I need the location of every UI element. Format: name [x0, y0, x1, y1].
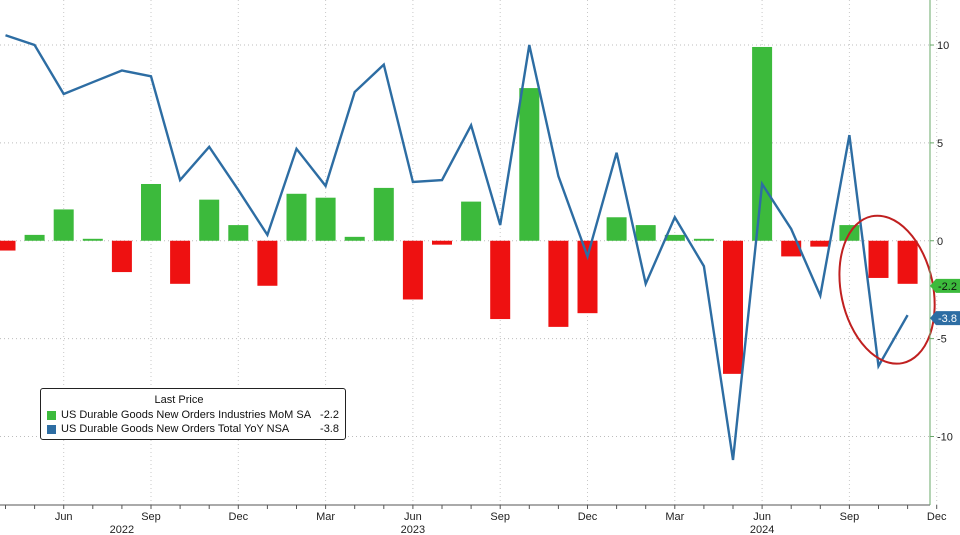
bar: [519, 88, 540, 241]
highlight-circle: [838, 214, 936, 365]
y-tick-label: -10: [937, 431, 953, 443]
legend-swatch-yoy: [47, 424, 56, 434]
legend-row-yoy: US Durable Goods New Orders Total YoY NS…: [47, 422, 339, 436]
bar: [257, 240, 278, 286]
legend-value-yoy: -3.8: [320, 423, 339, 435]
last-value-tag-mom: -2.2: [930, 278, 960, 293]
tag-label: -2.2: [938, 281, 957, 293]
bar: [344, 236, 365, 241]
bar: [141, 183, 161, 241]
tag-shape: [930, 278, 960, 293]
bar: [490, 240, 511, 320]
bar: [286, 193, 307, 241]
tag-label: -3.8: [938, 313, 957, 325]
x-tick-label: Dec: [578, 511, 598, 523]
bar: [111, 240, 132, 273]
legend-title: Last Price: [154, 394, 204, 406]
bar: [82, 238, 103, 241]
x-tick-label: Jun: [55, 511, 73, 523]
bar: [228, 225, 249, 241]
legend-name-mom: US Durable Goods New Orders Industries M…: [61, 409, 312, 421]
bar: [723, 240, 743, 374]
y-tick-label: 5: [937, 138, 943, 150]
bar: [897, 240, 918, 284]
bar: [0, 240, 16, 251]
y-tick-label: 10: [937, 40, 949, 52]
legend: Last Price US Durable Goods New Orders I…: [40, 388, 346, 440]
bar: [693, 238, 714, 241]
line-series-yoy: [5, 34, 909, 461]
bar: [606, 217, 627, 241]
bar: [664, 234, 685, 241]
y-tick-label: 0: [937, 236, 943, 248]
x-tick-label: Mar: [316, 511, 335, 523]
x-tick-label: Jun: [404, 511, 422, 523]
x-tick-label: Dec: [229, 511, 249, 523]
x-tick-label: Sep: [141, 511, 161, 523]
bar: [170, 240, 191, 284]
highlight-ellipse: [838, 214, 936, 365]
x-year-label: 2024: [750, 524, 774, 535]
last-value-tag-yoy: -3.8: [930, 311, 960, 326]
bar: [548, 240, 569, 327]
legend-name-yoy: US Durable Goods New Orders Total YoY NS…: [61, 423, 290, 435]
last-value-tags: -2.2 -3.8: [930, 278, 960, 326]
bar: [24, 234, 45, 241]
bar: [53, 209, 74, 241]
x-tick-label: Mar: [665, 511, 684, 523]
x-tick-label: Jun: [753, 511, 771, 523]
x-year-label: 2022: [110, 524, 134, 535]
bar: [868, 240, 889, 278]
x-year-label: 2023: [401, 524, 425, 535]
legend-row-mom: US Durable Goods New Orders Industries M…: [47, 408, 339, 422]
bar: [315, 197, 336, 241]
bar: [199, 199, 220, 241]
bar: [577, 240, 598, 314]
bar: [810, 240, 831, 247]
legend-swatch-mom: [47, 410, 56, 420]
bar: [432, 240, 452, 245]
line-path: [5, 34, 909, 461]
y-tick-label: -5: [937, 334, 947, 346]
bar: [402, 240, 423, 300]
tag-shape: [930, 311, 960, 326]
x-tick-label: Sep: [490, 511, 510, 523]
bar: [461, 201, 482, 241]
bar-series-mom: [0, 46, 918, 374]
x-tick-label: Dec: [927, 511, 947, 523]
legend-value-mom: -2.2: [320, 409, 339, 421]
bar: [781, 240, 802, 257]
bar: [752, 46, 773, 241]
x-tick-label: Sep: [840, 511, 860, 523]
bar: [635, 225, 656, 241]
bar: [373, 187, 394, 241]
